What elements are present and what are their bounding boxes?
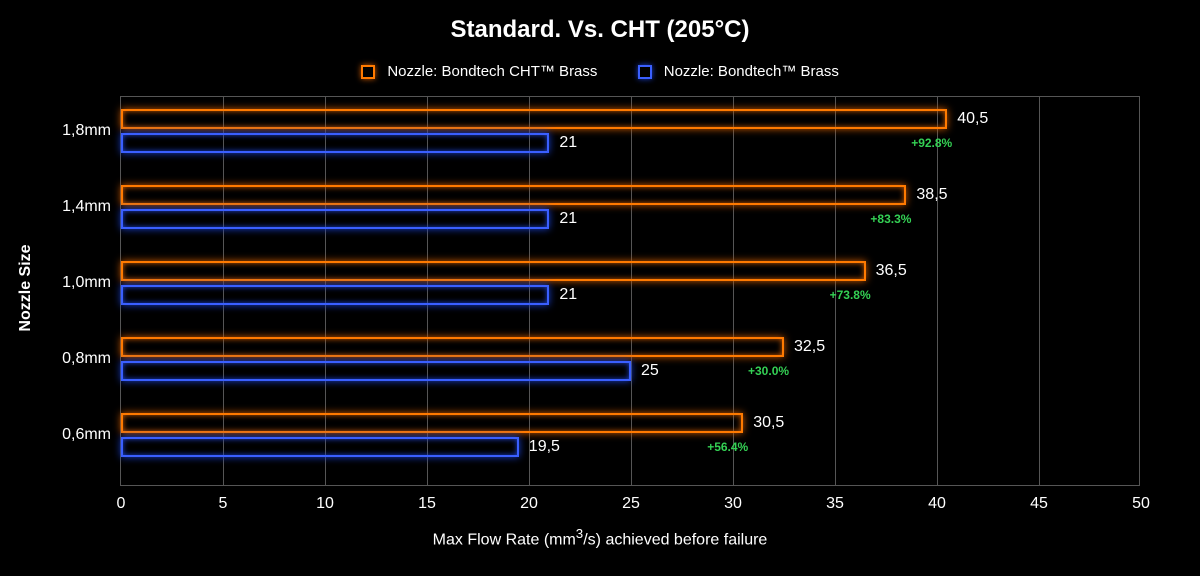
x-tick-label: 10 (316, 495, 334, 513)
y-tick-label: 1,0mm (62, 274, 111, 292)
pct-improvement-label: +92.8% (911, 136, 952, 150)
x-tick-label: 50 (1132, 495, 1150, 513)
bar-value-label: 21 (559, 210, 577, 228)
x-tick-label: 45 (1030, 495, 1048, 513)
pct-improvement-label: +30.0% (748, 364, 789, 378)
x-tick-label: 25 (622, 495, 640, 513)
bar-standard (121, 361, 631, 381)
y-tick-label: 0,6mm (62, 426, 111, 444)
bar-standard (121, 285, 549, 305)
y-tick-label: 1,8mm (62, 122, 111, 140)
plot-area: 051015202530354045501,8mm40,521+92.8%1,4… (120, 96, 1140, 486)
bar-value-label: 25 (641, 362, 659, 380)
bar-cht (121, 337, 784, 357)
legend-swatch-a (361, 65, 375, 79)
bar-cht (121, 261, 866, 281)
chart-container: Standard. Vs. CHT (205°C) Nozzle: Bondte… (0, 0, 1200, 576)
bar-value-label: 36,5 (876, 262, 907, 280)
x-tick-label: 20 (520, 495, 538, 513)
pct-improvement-label: +73.8% (830, 288, 871, 302)
legend-label-a: Nozzle: Bondtech CHT™ Brass (387, 63, 597, 80)
legend-item-b: Nozzle: Bondtech™ Brass (638, 63, 839, 80)
x-tick-label: 5 (219, 495, 228, 513)
legend: Nozzle: Bondtech CHT™ Brass Nozzle: Bond… (0, 62, 1200, 80)
bar-cht (121, 413, 743, 433)
bar-value-label: 40,5 (957, 110, 988, 128)
bar-standard (121, 209, 549, 229)
x-tick-label: 30 (724, 495, 742, 513)
y-axis-label: Nozzle Size (17, 244, 35, 331)
x-tick-label: 35 (826, 495, 844, 513)
legend-label-b: Nozzle: Bondtech™ Brass (664, 63, 839, 80)
bar-value-label: 19,5 (529, 438, 560, 456)
pct-improvement-label: +83.3% (870, 212, 911, 226)
grid-line (937, 97, 938, 485)
x-tick-label: 15 (418, 495, 436, 513)
bar-standard (121, 437, 519, 457)
legend-swatch-b (638, 65, 652, 79)
bar-value-label: 32,5 (794, 338, 825, 356)
bar-value-label: 30,5 (753, 414, 784, 432)
chart-title: Standard. Vs. CHT (205°C) (0, 16, 1200, 44)
y-tick-label: 0,8mm (62, 350, 111, 368)
bar-cht (121, 109, 947, 129)
legend-item-a: Nozzle: Bondtech CHT™ Brass (361, 63, 597, 80)
pct-improvement-label: +56.4% (707, 440, 748, 454)
grid-line (1039, 97, 1040, 485)
bar-value-label: 21 (559, 134, 577, 152)
x-tick-label: 40 (928, 495, 946, 513)
bar-standard (121, 133, 549, 153)
y-tick-label: 1,4mm (62, 198, 111, 216)
x-axis-label: Max Flow Rate (mm3/s) achieved before fa… (0, 526, 1200, 549)
bar-cht (121, 185, 906, 205)
bar-value-label: 38,5 (916, 186, 947, 204)
x-tick-label: 0 (117, 495, 126, 513)
bar-value-label: 21 (559, 286, 577, 304)
